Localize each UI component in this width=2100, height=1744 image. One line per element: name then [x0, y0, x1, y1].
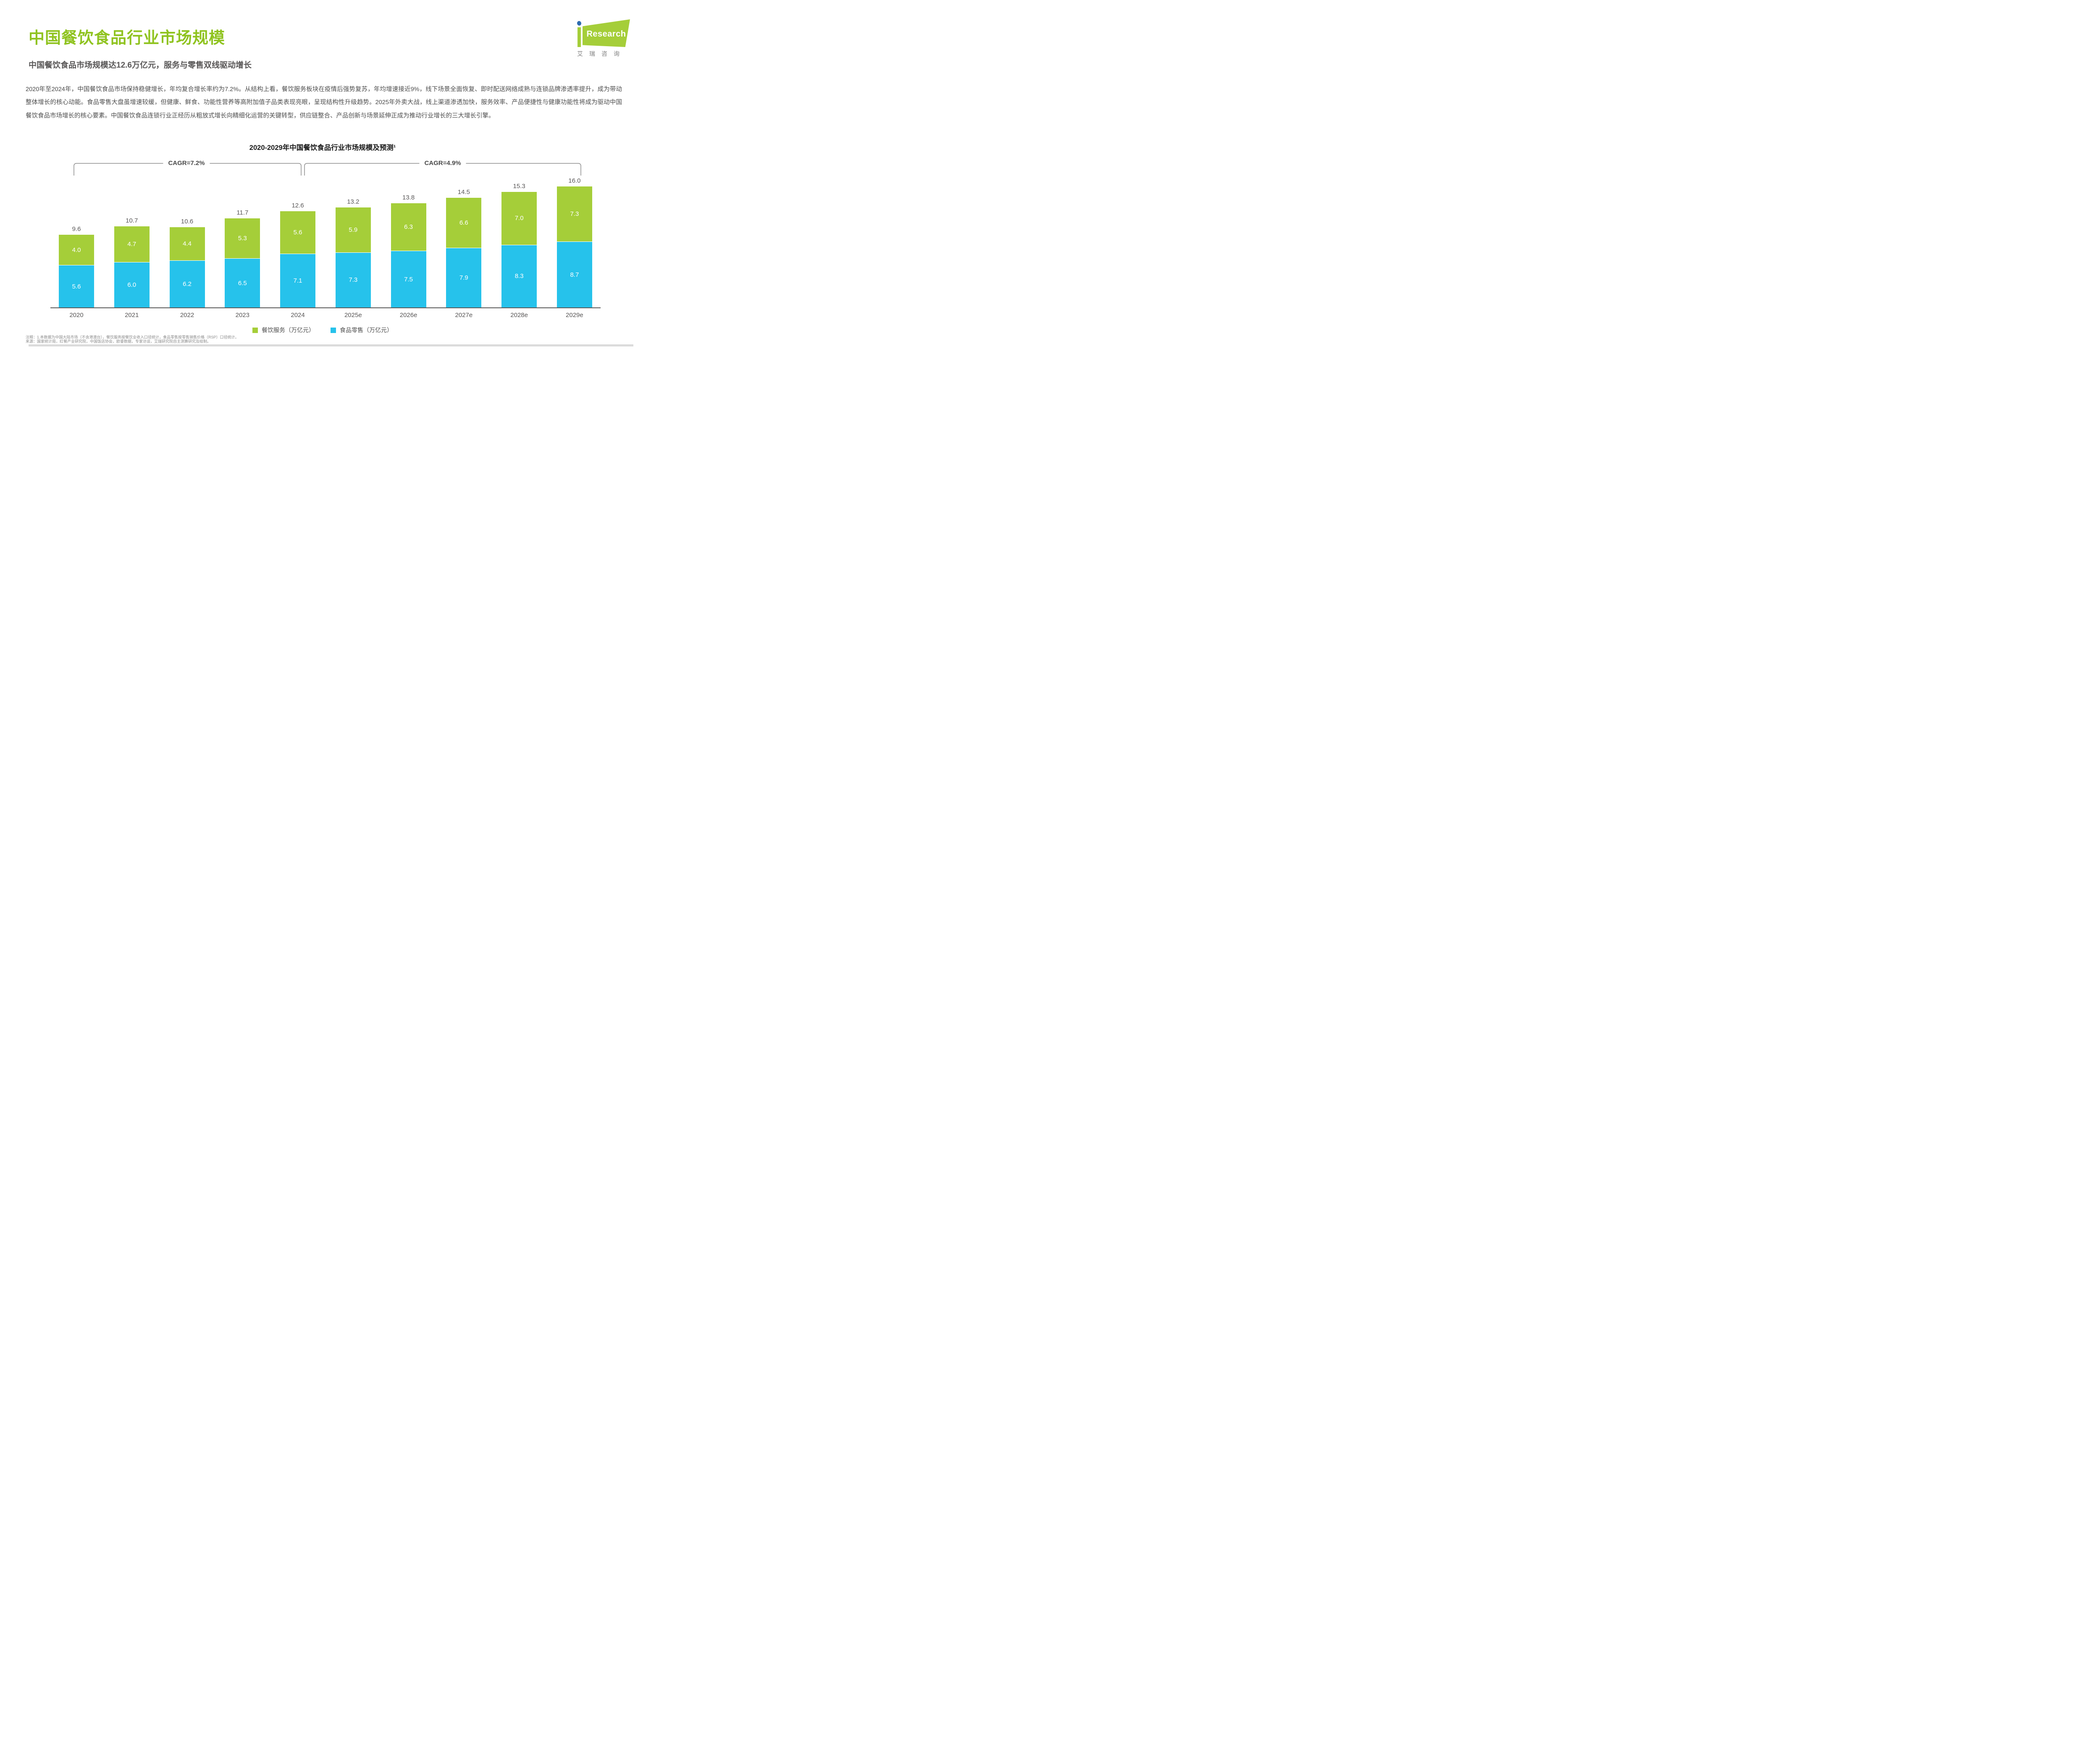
bar-value-label: 4.7 [127, 241, 136, 248]
legend-item-catering-service: 餐饮服务（万亿元） [252, 326, 315, 334]
bar-value-label: 6.2 [183, 281, 192, 288]
legend-swatch-green [252, 327, 258, 333]
bar-value-label: 6.6 [459, 219, 468, 226]
cagr-label-right: CAGR=4.9% [419, 159, 466, 168]
x-axis-label: 2024 [291, 312, 305, 319]
bar-total-label: 14.5 [457, 189, 470, 196]
page-subtitle: 中国餐饮食品市场规模达12.6万亿元，服务与零售双线驱动增长 [29, 61, 252, 70]
bar-total-label: 10.6 [181, 218, 194, 226]
footnote-note: 注释：1.本数据为中国大陆市场（不含港澳台），餐饮服务按餐饮业收入口径统计，食品… [26, 335, 239, 339]
bar-total-label: 13.2 [347, 198, 360, 206]
bar-column-2022: 10.6 4.4 6.2 2022 [169, 218, 205, 319]
x-axis-label: 2025e [344, 312, 362, 319]
bar-segment-food-retail: 7.5 [391, 251, 426, 307]
bar-column-2026e: 13.8 6.3 7.5 2026e [391, 194, 426, 319]
legend-swatch-blue [331, 327, 336, 333]
bar-value-label: 7.9 [459, 274, 468, 281]
footnote-source: 来源：国家统计局，红餐产业研究院，中国饭店协会，欧睿数据，专家访谈，艾瑞研究院自… [26, 339, 211, 344]
stacked-bar-chart: 9.6 4.0 5.6 2020 10.7 4.7 6.0 2021 10.6 4.4 6.2 202… [50, 177, 601, 319]
bar-column-2020: 9.6 4.0 5.6 2020 [59, 226, 94, 319]
bar-total-label: 15.3 [513, 182, 525, 190]
bar-total-label: 10.7 [126, 217, 138, 225]
bar-value-label: 7.0 [514, 215, 524, 222]
bar-series-area: 9.6 4.0 5.6 2020 10.7 4.7 6.0 2021 10.6 4.4 6.2 202… [50, 177, 601, 319]
legend-label: 食品零售（万亿元） [340, 327, 393, 333]
bar-segment-catering-service: 5.6 [280, 211, 316, 254]
bar-value-label: 5.3 [238, 234, 247, 242]
summary-paragraph: 2020年至2024年，中国餐饮食品市场保持稳健增长，年均复合增长率约为7.2%… [26, 86, 622, 119]
legend-label: 餐饮服务（万亿元） [262, 327, 315, 333]
logo-flag-icon: Research [583, 19, 630, 47]
bar-segment-food-retail: 8.7 [556, 241, 592, 307]
logo-dot-icon [576, 21, 582, 26]
bar-segment-food-retail: 6.0 [114, 262, 150, 307]
bar-value-label: 7.3 [570, 210, 579, 218]
bar-column-2025e: 13.2 5.9 7.3 2025e [335, 198, 371, 319]
bar-value-label: 5.6 [72, 283, 81, 290]
bar-value-label: 6.5 [238, 279, 247, 287]
bar-segment-catering-service: 4.4 [169, 227, 205, 261]
x-axis-label: 2021 [125, 312, 139, 319]
bar-segment-food-retail: 5.6 [59, 265, 94, 307]
bar-segment-food-retail: 7.1 [280, 254, 316, 307]
bar-column-2027e: 14.5 6.6 7.9 2027e [446, 189, 482, 319]
report-page: 中国餐饮食品行业市场规模 Research 艾瑞咨询 中国餐饮食品市场规模达12… [0, 0, 645, 349]
bar-value-label: 7.3 [349, 276, 358, 284]
footnotes: 注释：1.本数据为中国大陆市场（不含港澳台），餐饮服务按餐饮业收入口径统计，食品… [26, 335, 239, 344]
logo-i-bar-icon [578, 27, 581, 47]
x-axis-label: 2023 [235, 312, 249, 319]
x-axis-label: 2028e [510, 312, 528, 319]
bar-segment-food-retail: 8.3 [501, 244, 537, 307]
bar-segment-catering-service: 6.3 [391, 203, 426, 251]
bar-value-label: 5.9 [349, 226, 358, 234]
bar-column-2021: 10.7 4.7 6.0 2021 [114, 217, 150, 319]
bar-value-label: 5.6 [293, 229, 302, 236]
bar-total-label: 11.7 [236, 209, 249, 216]
bar-segment-food-retail: 6.2 [169, 260, 205, 307]
bar-column-2023: 11.7 5.3 6.5 2023 [225, 209, 260, 319]
x-axis-label: 2022 [180, 312, 194, 319]
bar-total-label: 13.8 [402, 194, 415, 201]
bar-segment-catering-service: 5.3 [225, 218, 260, 258]
bar-segment-catering-service: 5.9 [335, 207, 371, 252]
bar-total-label: 16.0 [568, 177, 581, 185]
legend-item-food-retail: 食品零售（万亿元） [331, 326, 393, 334]
x-axis-label: 2020 [69, 312, 84, 319]
bar-column-2024: 12.6 5.6 7.1 2024 [280, 202, 316, 319]
bar-segment-catering-service: 4.7 [114, 226, 150, 262]
bar-value-label: 8.3 [514, 273, 524, 280]
chart-legend: 餐饮服务（万亿元） 食品零售（万亿元） [0, 326, 645, 334]
footer-divider-bar [29, 344, 633, 346]
bar-segment-food-retail: 7.9 [446, 247, 482, 307]
bar-value-label: 7.1 [293, 277, 302, 285]
bar-segment-catering-service: 6.6 [446, 198, 482, 248]
bar-segment-catering-service: 7.3 [556, 186, 592, 242]
x-axis-label: 2027e [455, 312, 473, 319]
bar-total-label: 12.6 [291, 202, 304, 210]
bar-segment-food-retail: 6.5 [225, 258, 260, 307]
bar-column-2028e: 15.3 7.0 8.3 2028e [501, 182, 537, 319]
iresearch-logo: Research 艾瑞咨询 [576, 18, 633, 57]
bar-column-2029e: 16.0 7.3 8.7 2029e [556, 177, 592, 319]
bar-value-label: 4.0 [72, 246, 81, 254]
bar-value-label: 6.3 [404, 223, 413, 231]
logo-chinese-name: 艾瑞咨询 [577, 50, 626, 57]
chart-title: 2020-2029年中国餐饮食品行业市场规模及预测¹ [249, 144, 396, 152]
bar-segment-food-retail: 7.3 [335, 252, 371, 307]
bar-segment-catering-service: 4.0 [59, 235, 94, 265]
x-axis-label: 2026e [399, 312, 417, 319]
bar-value-label: 4.4 [183, 240, 192, 248]
bar-value-label: 6.0 [127, 281, 136, 288]
logo-research-text: Research [586, 29, 626, 39]
cagr-label-left: CAGR=7.2% [163, 159, 210, 168]
bar-value-label: 7.5 [404, 275, 413, 283]
x-axis-label: 2029e [566, 312, 583, 319]
page-title: 中国餐饮食品行业市场规模 [29, 29, 226, 47]
bar-segment-catering-service: 7.0 [501, 191, 537, 245]
bar-value-label: 8.7 [570, 271, 579, 278]
bar-total-label: 9.6 [72, 226, 81, 233]
